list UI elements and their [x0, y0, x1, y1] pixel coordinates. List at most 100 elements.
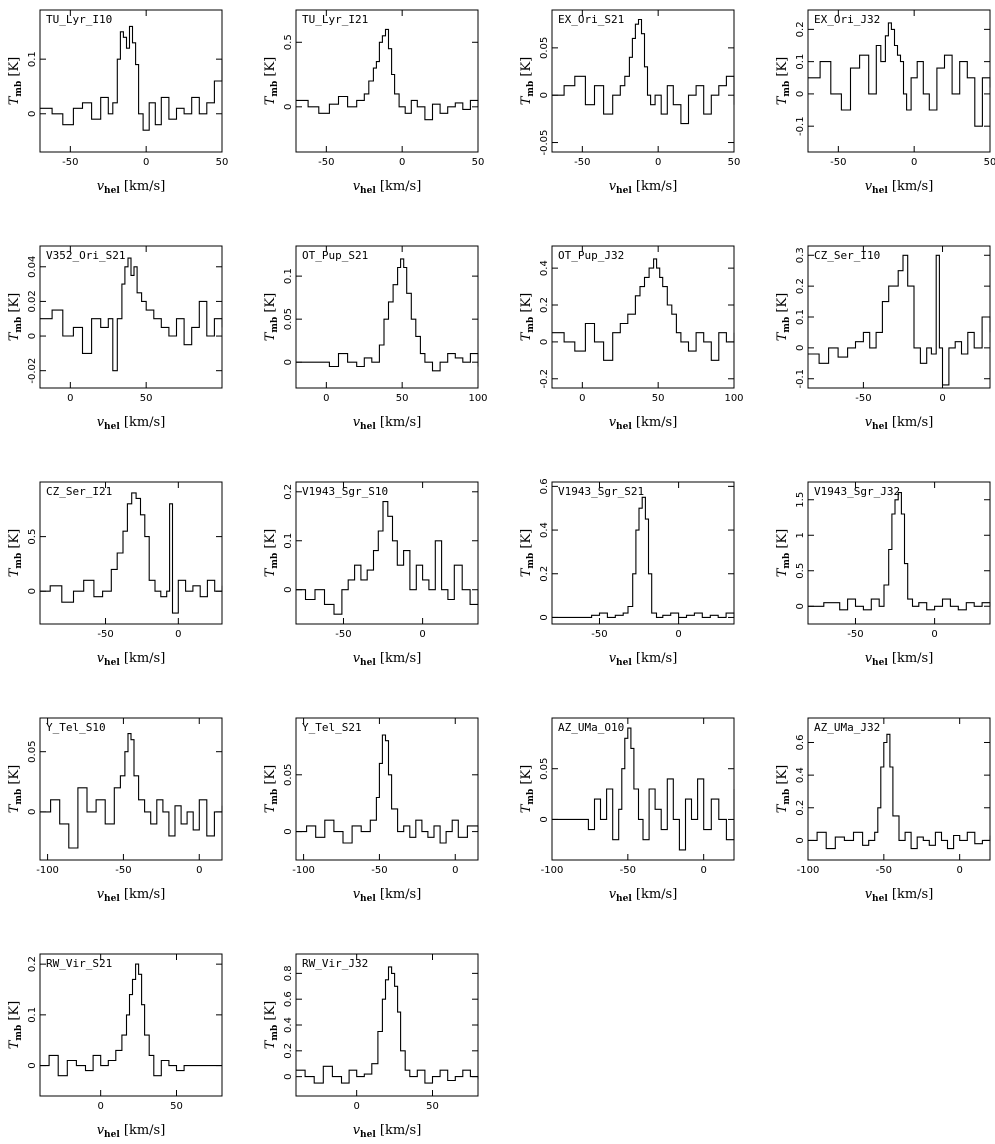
y-tick-label: -0.05	[539, 130, 550, 156]
x-tick-label: 0	[700, 865, 706, 876]
y-tick-label: 0	[283, 104, 294, 110]
plot-frame	[551, 245, 735, 389]
x-tick-label: 0	[931, 629, 937, 640]
x-tick-label: 0	[353, 1101, 359, 1112]
plot-frame	[295, 717, 479, 861]
y-tick-label: 1	[795, 532, 806, 538]
x-tick-label: 0	[67, 393, 73, 404]
x-tick-label: -50	[847, 629, 863, 640]
x-tick-label: -50	[62, 157, 78, 168]
y-axis-label: Tmb [K]	[263, 765, 280, 814]
spectrum-line	[40, 25, 223, 131]
y-axis-label: Tmb [K]	[7, 1001, 24, 1050]
panel-title: EX_Ori_J32	[814, 13, 880, 26]
x-tick-label: 50	[216, 157, 229, 168]
y-tick-label: 0.4	[283, 1017, 294, 1033]
plot-frame	[39, 717, 223, 861]
x-tick-label: 0	[196, 865, 202, 876]
x-tick-label: 0	[143, 157, 149, 168]
y-tick-label: 1.5	[795, 492, 806, 508]
panel-title: OT_Pup_J32	[558, 249, 624, 262]
plot-frame	[39, 245, 223, 389]
x-tick-label: 0	[579, 393, 585, 404]
y-tick-label: 0.04	[27, 256, 38, 278]
y-tick-label: 0	[283, 1073, 294, 1079]
x-tick-label: -100	[541, 865, 564, 876]
x-axis-label: vhel [km/s]	[97, 887, 166, 904]
y-tick-label: 0.4	[539, 260, 550, 276]
y-tick-label: 0	[795, 603, 806, 609]
y-axis-label: Tmb [K]	[7, 529, 24, 578]
spectrum-line	[808, 492, 991, 611]
x-tick-label: -100	[292, 865, 315, 876]
x-tick-label: 0	[323, 393, 329, 404]
panel-title: TU_Lyr_I21	[302, 13, 368, 26]
y-tick-label: 0	[283, 587, 294, 593]
y-tick-label: 0	[539, 92, 550, 98]
x-tick-label: 0	[175, 629, 181, 640]
y-axis-label: Tmb [K]	[7, 293, 24, 342]
plot-frame	[39, 953, 223, 1097]
y-tick-label: 0.4	[795, 767, 806, 783]
x-tick-label: 0	[97, 1101, 103, 1112]
x-tick-label: 0	[956, 865, 962, 876]
plot-frame	[295, 9, 479, 153]
x-tick-label: -50	[574, 157, 590, 168]
plot-frame	[551, 481, 735, 625]
x-tick-label: 100	[724, 393, 743, 404]
y-tick-label: 0.2	[283, 1043, 294, 1059]
x-tick-label: -50	[115, 865, 131, 876]
y-tick-label: 0	[795, 91, 806, 97]
spectrum-line	[40, 733, 223, 849]
y-tick-label: 0.05	[539, 758, 550, 780]
x-tick-label: -50	[620, 865, 636, 876]
x-axis-label: vhel [km/s]	[609, 179, 678, 196]
spectrum-line	[552, 727, 735, 851]
y-tick-label: 0.8	[283, 965, 294, 981]
y-tick-label: 0	[27, 333, 38, 339]
plot-frame	[807, 481, 991, 625]
x-tick-label: 0	[655, 157, 661, 168]
y-axis-label: Tmb [K]	[775, 529, 792, 578]
spectrum-line	[808, 254, 991, 386]
x-tick-label: 0	[452, 865, 458, 876]
y-axis-label: Tmb [K]	[7, 765, 24, 814]
y-tick-label: 0	[283, 359, 294, 365]
panel-title: RW_Vir_S21	[46, 957, 112, 970]
y-tick-label: 0.6	[539, 478, 550, 494]
panel-title: EX_Ori_S21	[558, 13, 624, 26]
spectrum-line	[808, 22, 991, 127]
y-tick-label: 0.6	[283, 991, 294, 1007]
y-tick-label: 0.2	[795, 21, 806, 37]
x-tick-label: 0	[939, 393, 945, 404]
y-tick-label: 0.2	[795, 800, 806, 816]
y-axis-label: Tmb [K]	[263, 293, 280, 342]
x-tick-label: 50	[652, 393, 665, 404]
y-tick-label: 0	[27, 588, 38, 594]
plot-frame	[807, 717, 991, 861]
y-tick-label: -0.1	[795, 116, 806, 136]
x-axis-label: vhel [km/s]	[97, 651, 166, 668]
spectrum-line	[296, 258, 479, 372]
y-axis-label: Tmb [K]	[263, 1001, 280, 1050]
y-tick-label: 0	[27, 809, 38, 815]
x-tick-label: 100	[468, 393, 487, 404]
x-axis-label: vhel [km/s]	[865, 651, 934, 668]
x-tick-label: 0	[675, 629, 681, 640]
x-tick-label: -50	[591, 629, 607, 640]
panel-title: AZ_UMa_J32	[814, 721, 880, 734]
x-axis-label: vhel [km/s]	[97, 415, 166, 432]
y-tick-label: 0.05	[283, 308, 294, 330]
x-axis-label: vhel [km/s]	[353, 651, 422, 668]
y-axis-label: Tmb [K]	[519, 765, 536, 814]
panel-title: CZ_Ser_I10	[814, 249, 880, 262]
y-tick-label: 0	[283, 828, 294, 834]
